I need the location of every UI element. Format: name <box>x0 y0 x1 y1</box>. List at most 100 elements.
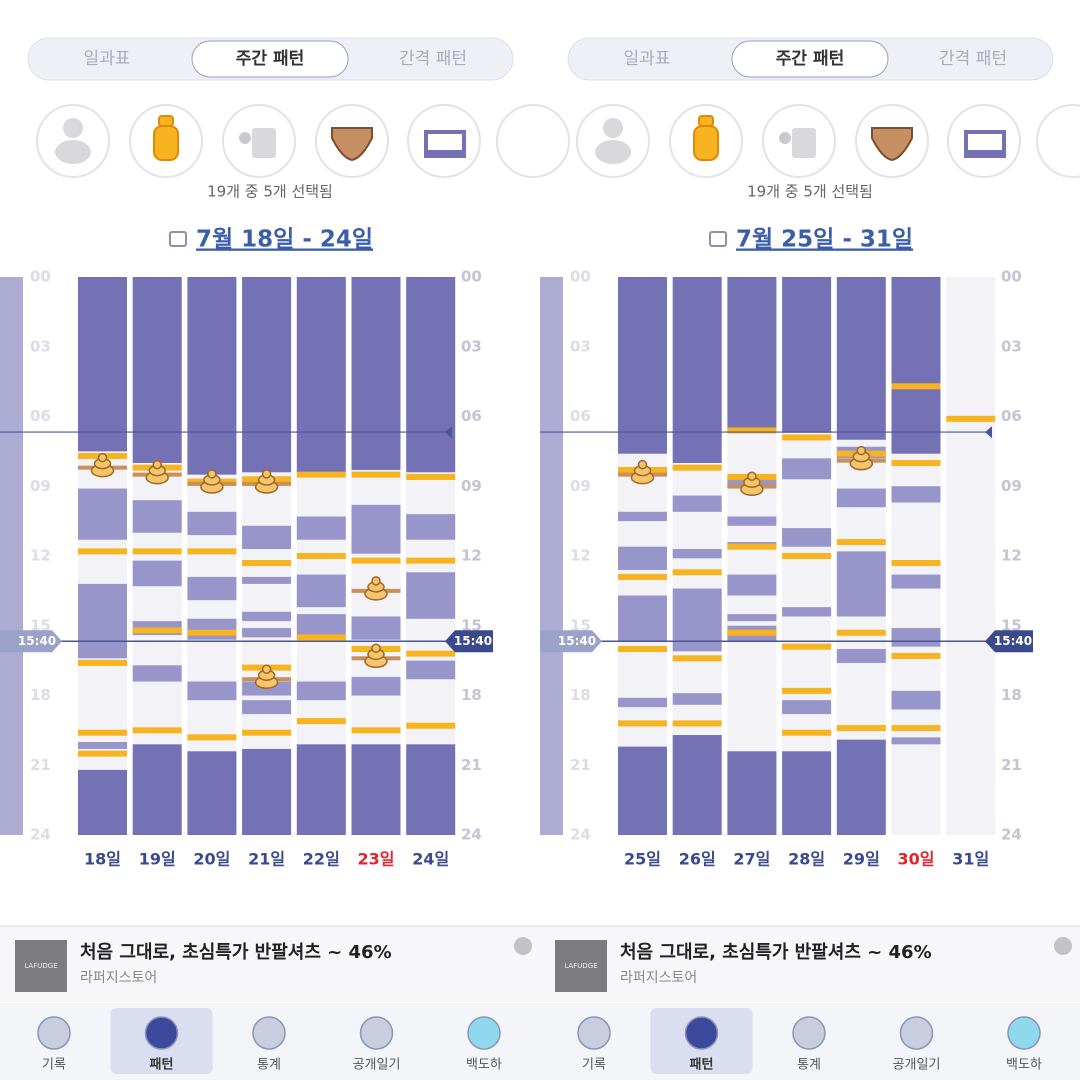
poop-icon <box>97 452 108 463</box>
nav-label[interactable]: 기록 <box>42 1058 66 1073</box>
feed <box>782 553 832 559</box>
poop-icon <box>261 664 272 674</box>
nav-icon[interactable] <box>252 1016 286 1050</box>
nap <box>836 488 886 508</box>
nap <box>351 504 401 554</box>
icon-food <box>252 128 276 158</box>
tab[interactable]: 주간 패턴 <box>236 49 304 69</box>
ad-thumb <box>15 940 67 992</box>
nap <box>782 458 832 480</box>
night-sleep <box>296 277 346 473</box>
nav-label[interactable]: 백도하 <box>466 1058 502 1073</box>
nav-label[interactable]: 통계 <box>797 1058 821 1073</box>
nav-icon[interactable] <box>684 1016 719 1050</box>
nav-icon[interactable] <box>144 1016 179 1050</box>
date-range[interactable]: 7월 25일 - 31일 <box>736 227 913 253</box>
icon-person <box>595 140 631 164</box>
tab[interactable]: 간격 패턴 <box>939 49 1007 69</box>
feed <box>242 559 292 566</box>
feed <box>296 634 346 641</box>
hour-label: 09 <box>461 477 482 495</box>
nav-icon[interactable] <box>467 1016 501 1050</box>
nap <box>727 516 777 526</box>
night-sleep <box>727 277 777 433</box>
nap <box>782 528 832 547</box>
nav-label[interactable]: 공개일기 <box>893 1058 941 1073</box>
icon-crib-base <box>426 150 464 156</box>
feed <box>406 473 456 480</box>
date-range[interactable]: 7월 18일 - 24일 <box>196 227 373 253</box>
hour-label-faded: 12 <box>570 547 591 565</box>
ad-banner[interactable] <box>540 926 1080 1002</box>
nav-label[interactable]: 패턴 <box>690 1057 714 1073</box>
hour-label-faded: 06 <box>570 407 591 425</box>
feed <box>836 629 886 636</box>
icon-bottle <box>153 125 179 161</box>
nap <box>782 700 832 715</box>
poop <box>727 471 777 496</box>
feed <box>296 471 346 478</box>
nap <box>618 511 667 522</box>
feed <box>891 383 941 390</box>
nav-label[interactable]: 백도하 <box>1006 1058 1042 1073</box>
night-sleep <box>132 744 182 835</box>
nap <box>727 574 777 596</box>
hour-label: 18 <box>1001 686 1022 704</box>
tab[interactable]: 주간 패턴 <box>776 49 844 69</box>
hour-label: 18 <box>461 686 482 704</box>
reference-marker <box>445 426 452 439</box>
hour-label-faded: 12 <box>30 547 51 565</box>
ad-banner[interactable] <box>0 926 540 1002</box>
category-icon[interactable] <box>1036 104 1080 178</box>
nav-icon[interactable] <box>577 1016 611 1050</box>
feed <box>891 725 941 732</box>
hour-label-faded: 15 <box>570 616 591 634</box>
nav-icon[interactable] <box>359 1016 394 1050</box>
nap <box>132 500 182 533</box>
feed <box>672 464 722 471</box>
icon-bottle-cap <box>698 115 714 127</box>
nav-icon[interactable] <box>792 1016 826 1050</box>
day-label: 28일 <box>788 850 825 869</box>
poop <box>836 445 886 471</box>
poop-icon <box>371 576 381 586</box>
nav-icon[interactable] <box>1007 1016 1041 1050</box>
calendar-icon <box>169 231 187 247</box>
tab[interactable]: 일과표 <box>624 49 671 69</box>
day-label: 29일 <box>843 850 880 869</box>
nap <box>618 595 667 643</box>
poop <box>187 469 237 494</box>
poop <box>618 459 667 485</box>
hour-label: 12 <box>1001 547 1022 565</box>
category-icon[interactable] <box>496 104 570 178</box>
feed <box>187 548 237 555</box>
day-label: 18일 <box>84 850 121 869</box>
night-sleep <box>351 744 401 835</box>
tab[interactable]: 일과표 <box>84 49 131 69</box>
nap <box>242 611 292 622</box>
icon-crib-base <box>966 150 1004 156</box>
nav-icon[interactable] <box>899 1016 934 1050</box>
day-label: 30일 <box>898 850 935 869</box>
nav-icon[interactable] <box>37 1016 71 1050</box>
hour-label-faded: 21 <box>30 756 51 774</box>
day-label: 23일 <box>358 850 395 869</box>
night-sleep <box>132 277 182 463</box>
nav-label[interactable]: 공개일기 <box>353 1058 401 1073</box>
day-label: 27일 <box>733 850 770 869</box>
feed <box>946 415 996 422</box>
nap <box>406 572 456 619</box>
tab[interactable]: 간격 패턴 <box>399 49 467 69</box>
icon-bottle-cap <box>158 115 174 127</box>
feed <box>672 569 722 576</box>
night-sleep <box>727 751 777 835</box>
feed <box>672 720 722 727</box>
hour-label: 21 <box>1001 756 1022 774</box>
hour-label-faded: 24 <box>570 826 591 844</box>
icon-person <box>63 118 83 138</box>
nav-label[interactable]: 패턴 <box>150 1057 174 1073</box>
nav-label[interactable]: 통계 <box>257 1058 281 1073</box>
nav-label[interactable]: 기록 <box>582 1058 606 1073</box>
